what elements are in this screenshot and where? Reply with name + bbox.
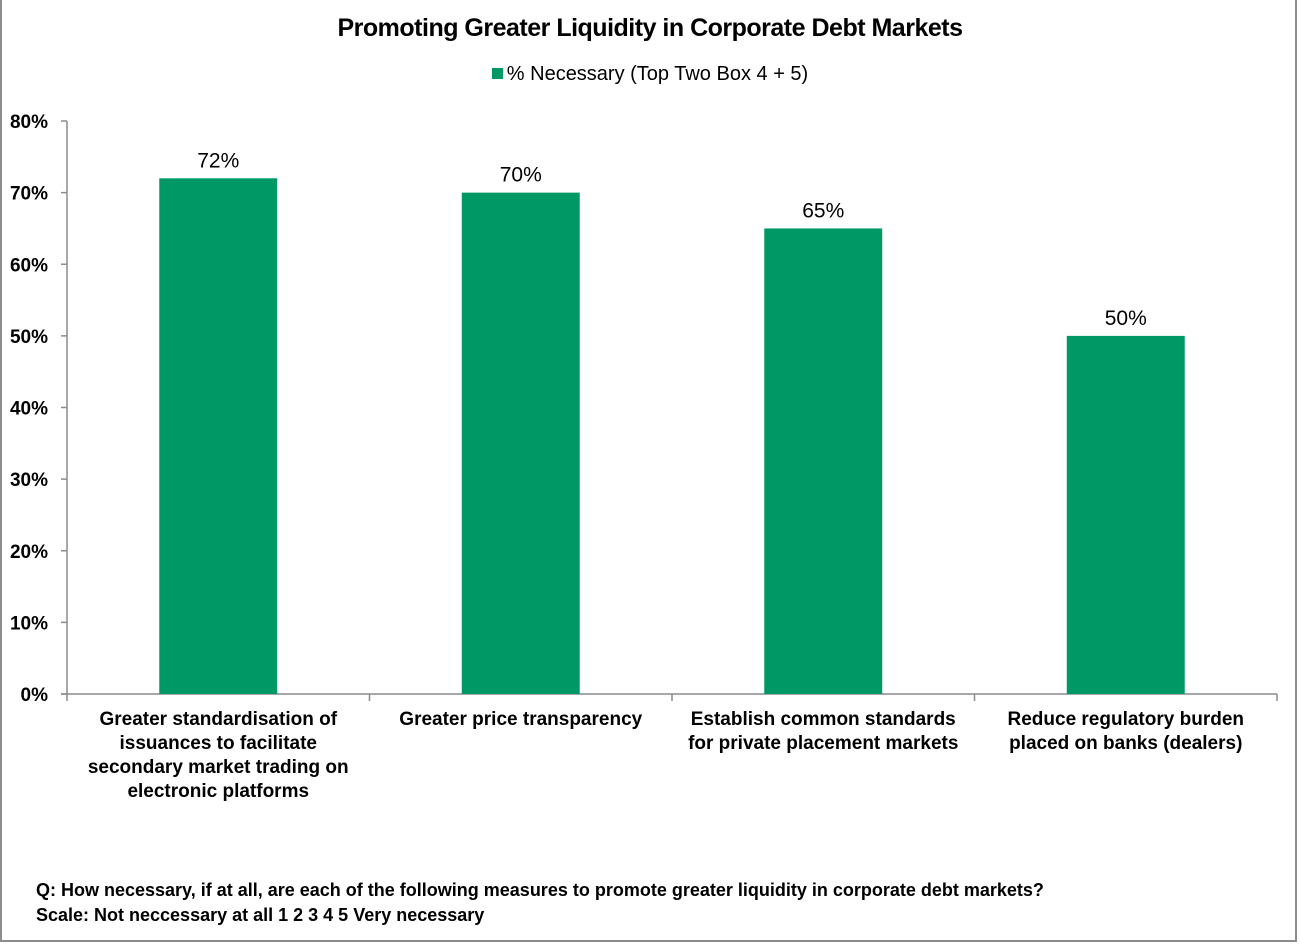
y-tick-label: 70% <box>10 184 48 205</box>
legend-label: % Necessary (Top Two Box 4 + 5) <box>506 63 809 85</box>
y-tick-label: 60% <box>10 255 48 276</box>
bar <box>1066 335 1185 694</box>
x-tick-label: Greater standardisation of <box>99 709 337 730</box>
y-tick-label: 50% <box>10 327 48 348</box>
y-tick-label: 30% <box>10 470 48 491</box>
x-tick-label: issuances to facilitate <box>120 733 317 754</box>
data-label: 70% <box>500 164 542 187</box>
bar <box>461 192 580 694</box>
x-tick-label: for private placement markets <box>688 733 958 754</box>
footnote-scale: Scale: Not neccessary at all 1 2 3 4 5 V… <box>36 905 485 925</box>
axes: 0% 10% 20% 30% 40% 50% 60% 70% 80% <box>10 112 1278 706</box>
x-tick-label: Greater price transparency <box>399 709 642 730</box>
footnote: Q: How necessary, if at all, are each of… <box>36 878 1044 928</box>
data-label: 50% <box>1105 307 1147 330</box>
y-tick-label: 20% <box>10 542 48 563</box>
y-tick-label: 10% <box>10 613 48 634</box>
y-tick-label: 0% <box>21 685 49 706</box>
legend-swatch <box>491 68 503 79</box>
y-tick-label: 80% <box>10 112 48 133</box>
x-tick-label: Reduce regulatory burden <box>1008 709 1245 730</box>
bar <box>159 178 278 695</box>
y-tick-label: 40% <box>10 399 48 420</box>
x-tick-label: placed on banks (dealers) <box>1009 733 1242 754</box>
bars <box>159 178 1185 695</box>
x-tick-label: electronic platforms <box>127 781 309 802</box>
data-labels: 72% 70% 65% 50% <box>197 149 1147 330</box>
data-label: 65% <box>802 199 844 222</box>
bar <box>764 228 883 694</box>
data-label: 72% <box>197 149 239 172</box>
x-tick-label: Establish common standards <box>691 709 956 730</box>
x-axis-labels: Greater standardisation of issuances to f… <box>88 709 1244 802</box>
x-tick-label: secondary market trading on <box>88 757 349 778</box>
legend: % Necessary (Top Two Box 4 + 5) <box>0 63 1300 86</box>
footnote-question: Q: How necessary, if at all, are each of… <box>36 880 1044 900</box>
chart-title: Promoting Greater Liquidity in Corporate… <box>337 14 963 42</box>
